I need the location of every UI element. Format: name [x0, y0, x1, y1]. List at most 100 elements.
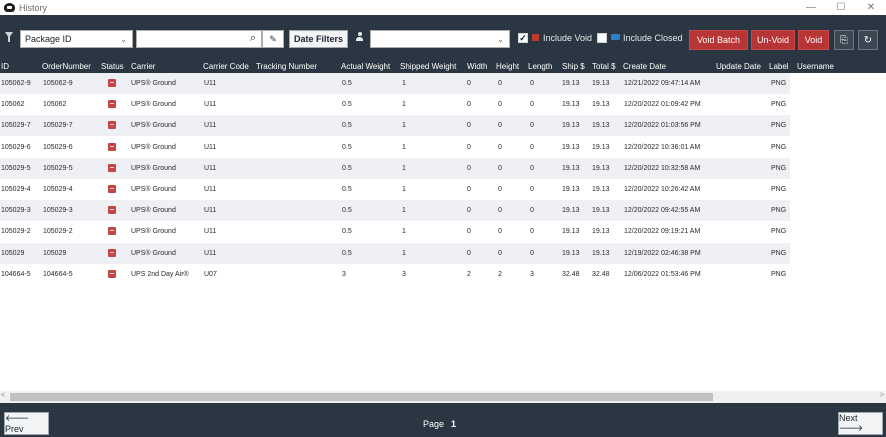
scroll-right-icon[interactable]: >	[879, 392, 884, 399]
cell-width: 0	[467, 80, 471, 87]
void-button[interactable]: Void	[798, 30, 829, 50]
horizontal-scrollbar[interactable]: < >	[0, 391, 886, 403]
minimize-button[interactable]: —	[806, 2, 816, 13]
cell-height: 0	[498, 228, 502, 236]
cell-width: 0	[467, 143, 471, 151]
refresh-button[interactable]: ↻	[858, 30, 878, 50]
col-shipped-weight[interactable]: Shipped Weight	[400, 62, 457, 71]
table-row[interactable]: 105029-2 105029-2 UPS® Ground U11 0.5 1 0 0 0 19.…	[0, 221, 790, 242]
close-button[interactable]: ✕	[866, 2, 876, 13]
cell-height: 0	[498, 207, 502, 215]
cell-height: 2	[498, 270, 502, 278]
cell-total-cost: 19.13	[592, 249, 610, 257]
col-actual-weight[interactable]: Actual Weight	[341, 62, 391, 71]
include-closed-label: Include Closed	[623, 33, 683, 43]
col-id[interactable]: ID	[1, 62, 9, 71]
cell-order-number: 105029-4	[43, 186, 73, 193]
cell-order-number: 105029	[43, 249, 67, 257]
cell-create-date: 12/20/2022 01:03:56 PM	[624, 122, 701, 130]
table-row[interactable]: 105029-5 105029-5 UPS® Ground U11 0.5 1 0 0 0 19.…	[0, 157, 790, 179]
table-row[interactable]: 105029 105029 UPS® Ground U11 0.5 1 0 0 0 19.13 19…	[0, 242, 790, 264]
filter-icon	[5, 32, 13, 42]
cell-width: 0	[467, 249, 471, 257]
cell-shipped-weight: 1	[402, 228, 406, 236]
export-button[interactable]: ⎘	[834, 30, 854, 50]
cell-order-number: 105062-9	[43, 80, 73, 87]
col-status[interactable]: Status	[101, 62, 124, 71]
col-username[interactable]: Username	[797, 62, 834, 71]
toolbar: Package ID ⌄ ⌕ ✎ Date Filters ⌄ ✓ Includ…	[0, 15, 886, 60]
cell-carrier: UPS® Ground	[131, 143, 176, 151]
table-row[interactable]: 105029-3 105029-3 UPS® Ground U11 0.5 1 0 0 0 19.…	[0, 200, 790, 222]
table-row[interactable]: 105062-9 105062-9 UPS® Ground U11 0.5 1 0 0 0 19.…	[0, 73, 790, 94]
cell-total-cost: 19.13	[592, 143, 610, 151]
unvoid-button[interactable]: Un-Void	[751, 30, 795, 50]
col-width[interactable]: Width	[467, 62, 488, 71]
scroll-left-icon[interactable]: <	[1, 392, 6, 399]
cell-length: 0	[530, 80, 534, 87]
cell-width: 0	[467, 207, 471, 215]
void-batch-button[interactable]: Void Batch	[689, 30, 748, 50]
cell-id: 104664-5	[1, 270, 31, 278]
cell-id: 105029	[1, 249, 25, 257]
voided-status-icon	[108, 163, 116, 172]
search-field-select[interactable]: Package ID ⌄	[20, 30, 133, 48]
table-row[interactable]: 105029-4 105029-4 UPS® Ground U11 0.5 1 0 0 0 19.…	[0, 179, 790, 200]
table-row[interactable]: 104664-5 104664-5 UPS 2nd Day Air® U07 3 3 2 2 3…	[0, 264, 790, 285]
table-row[interactable]: 105029-7 105029-7 UPS® Ground U11 0.5 1 0 0 0 19.…	[0, 115, 790, 137]
cell-label: PNG	[771, 101, 787, 109]
col-create-date[interactable]: Create Date	[623, 62, 667, 71]
cell-carrier-code: U11	[204, 186, 217, 193]
include-closed-checkbox[interactable]	[597, 33, 607, 43]
cell-width: 0	[467, 164, 471, 172]
voided-status-icon	[108, 227, 116, 236]
col-carrier[interactable]: Carrier	[131, 62, 156, 71]
col-update-date[interactable]: Update Date	[716, 62, 761, 71]
page-label: Page	[423, 419, 445, 429]
cell-order-number: 105029-5	[43, 164, 73, 172]
col-carrier-code[interactable]: Carrier Code	[203, 62, 249, 71]
cell-length: 0	[530, 186, 534, 193]
voided-status-icon	[108, 100, 116, 109]
cell-id: 105029-7	[1, 122, 31, 130]
clear-search-button[interactable]: ✎	[262, 30, 284, 48]
col-length[interactable]: Length	[528, 62, 553, 71]
col-tracking-number[interactable]: Tracking Number	[256, 62, 318, 71]
next-page-button[interactable]: Next 🡒	[838, 412, 883, 435]
cell-create-date: 12/20/2022 01:09:42 PM	[624, 101, 701, 109]
maximize-button[interactable]: ☐	[836, 2, 846, 13]
cell-id: 105029-6	[1, 143, 31, 151]
cell-shipped-weight: 1	[402, 186, 406, 193]
cell-actual-weight: 3	[342, 270, 346, 278]
user-select[interactable]: ⌄	[370, 30, 510, 48]
cell-carrier-code: U11	[204, 249, 217, 257]
table-row[interactable]: 105062 105062 UPS® Ground U11 0.5 1 0 0 0 19.13 19…	[0, 94, 790, 115]
cell-carrier: UPS® Ground	[131, 186, 176, 193]
prev-page-button[interactable]: 🡐 Prev	[4, 412, 49, 435]
include-void-checkbox[interactable]: ✓	[518, 33, 528, 43]
search-icon[interactable]: ⌕	[249, 32, 256, 44]
col-total-cost[interactable]: Total $	[592, 62, 616, 71]
col-order-number[interactable]: OrderNumber	[42, 62, 91, 71]
eraser-icon: ✎	[269, 33, 277, 44]
col-height[interactable]: Height	[496, 62, 520, 71]
scrollbar-thumb[interactable]	[10, 393, 713, 401]
cell-height: 0	[498, 80, 502, 87]
cell-carrier-code: U11	[204, 164, 217, 172]
search-field-value: Package ID	[25, 34, 72, 44]
search-input[interactable]: ⌕	[136, 30, 262, 48]
cell-actual-weight: 0.5	[342, 207, 352, 215]
cell-length: 0	[530, 228, 534, 236]
cell-total-cost: 19.13	[592, 80, 610, 87]
table-row[interactable]: 105029-6 105029-6 UPS® Ground U11 0.5 1 0 0 0 19.…	[0, 137, 790, 158]
cell-id: 105029-5	[1, 164, 31, 172]
cell-length: 0	[530, 249, 534, 257]
cell-carrier-code: U11	[204, 122, 217, 130]
chevron-down-icon: ⌄	[497, 35, 504, 44]
cell-create-date: 12/20/2022 09:19:21 AM	[624, 228, 701, 236]
page-number: 1	[451, 419, 457, 429]
col-ship-cost[interactable]: Ship $	[562, 62, 585, 71]
date-filters-button[interactable]: Date Filters	[289, 30, 348, 48]
voided-status-icon	[108, 269, 116, 278]
col-label[interactable]: Label	[769, 62, 789, 71]
